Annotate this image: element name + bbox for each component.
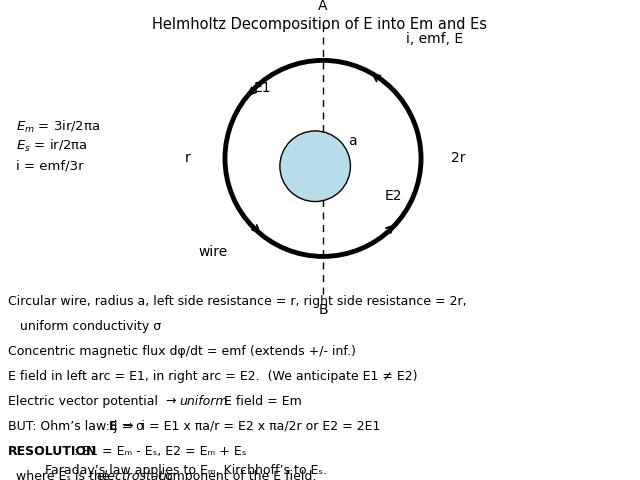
Text: electrostatic: electrostatic <box>96 469 173 480</box>
Text: component of the E field.: component of the E field. <box>154 469 316 480</box>
Text: $E_m$ = 3ir/2πa: $E_m$ = 3ir/2πa <box>16 119 100 135</box>
Text: →  i = E1 x πa/r = E2 x πa/2r or E2 = 2E1: → i = E1 x πa/r = E2 x πa/2r or E2 = 2E1 <box>115 420 381 433</box>
Text: : E1 = Eₘ - Eₛ, E2 = Eₘ + Eₛ: : E1 = Eₘ - Eₛ, E2 = Eₘ + Eₛ <box>74 444 246 458</box>
Text: i = emf/3r: i = emf/3r <box>16 159 84 172</box>
Text: where Eₛ is the: where Eₛ is the <box>8 469 113 480</box>
Text: E: E <box>109 420 117 433</box>
Text: Concentric magnetic flux dφ/dt = emf (extends +/- inf.): Concentric magnetic flux dφ/dt = emf (ex… <box>8 345 356 358</box>
Text: r: r <box>185 151 191 166</box>
Text: BUT: Ohm’s law: j = σ: BUT: Ohm’s law: j = σ <box>8 420 144 433</box>
Text: uniform conductivity σ: uniform conductivity σ <box>8 320 161 333</box>
Text: wire: wire <box>198 244 228 259</box>
Text: A: A <box>318 0 328 13</box>
Text: a: a <box>348 134 356 148</box>
Text: E2: E2 <box>385 189 403 203</box>
Text: E1: E1 <box>253 81 271 95</box>
Text: Faraday’s law applies to Eₘ, Kirchhoff’s to Eₛ.: Faraday’s law applies to Eₘ, Kirchhoff’s… <box>45 464 327 477</box>
Text: uniform: uniform <box>179 395 228 408</box>
Text: Electric vector potential  →: Electric vector potential → <box>8 395 188 408</box>
Text: 2r: 2r <box>451 151 465 166</box>
Text: B: B <box>318 303 328 317</box>
Circle shape <box>280 131 351 202</box>
Text: Circular wire, radius a, left side resistance = r, right side resistance = 2r,: Circular wire, radius a, left side resis… <box>8 295 467 308</box>
Text: i, emf, E: i, emf, E <box>406 32 463 46</box>
Text: Helmholtz Decomposition of E into Em and Es: Helmholtz Decomposition of E into Em and… <box>152 17 488 32</box>
Text: $E_s$ = ir/2πa: $E_s$ = ir/2πa <box>16 138 88 155</box>
Text: E field = Em: E field = Em <box>220 395 302 408</box>
Text: RESOLUTION: RESOLUTION <box>8 444 97 458</box>
Text: E field in left arc = E1, in right arc = E2.  (We anticipate E1 ≠ E2): E field in left arc = E1, in right arc =… <box>8 370 417 383</box>
